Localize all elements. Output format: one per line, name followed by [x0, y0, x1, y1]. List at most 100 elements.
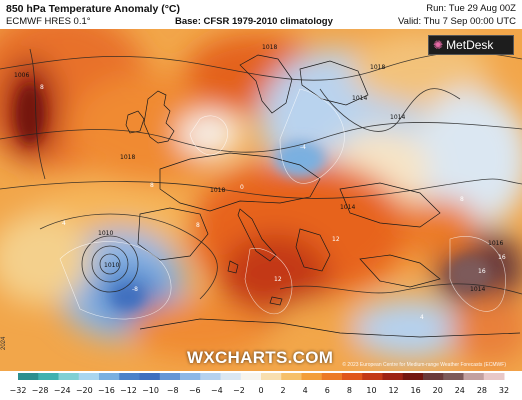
legend-tick-label: 0 — [258, 386, 263, 395]
isobar-label: 1010 — [98, 230, 113, 237]
legend-tick-label: −2 — [233, 386, 245, 395]
contour-label: 8 — [196, 222, 200, 229]
contour-label: -4 — [300, 144, 306, 151]
legend-swatch — [38, 373, 59, 380]
legend-swatch — [443, 373, 464, 380]
metdesk-pinwheel-icon: ✺ — [433, 38, 444, 52]
legend-tick-label: 8 — [347, 386, 352, 395]
legend-tick-label: 12 — [388, 386, 398, 395]
legend-tick-label: −24 — [54, 386, 71, 395]
legend-tick-label: −4 — [211, 386, 223, 395]
legend-swatch — [483, 373, 505, 380]
sicily-outline — [269, 296, 283, 306]
contour-label: 0 — [240, 184, 244, 191]
legend-swatch — [58, 373, 80, 380]
coastlines — [125, 54, 521, 338]
legend-tick-label: 28 — [477, 386, 487, 395]
legend-tick-label: 16 — [411, 386, 421, 395]
isobar-label: 1018 — [370, 64, 385, 71]
metdesk-logo: ✺ MetDesk — [428, 35, 514, 55]
italy-outline — [237, 208, 277, 262]
legend-swatch — [402, 373, 424, 380]
north-africa-outline — [139, 318, 521, 338]
isobar-label: 1014 — [390, 114, 405, 121]
legend-tick-label: −28 — [32, 386, 49, 395]
central-europe-outline — [159, 152, 321, 212]
isobar-label: 1018 — [262, 44, 277, 51]
anomaly-contour — [449, 236, 506, 312]
isobar-label: 1016 — [488, 240, 503, 247]
legend-tick-label: 10 — [366, 386, 376, 395]
legend-swatch — [200, 373, 221, 380]
anatolia-outline — [359, 254, 441, 288]
isobar-label: 1014 — [340, 204, 355, 211]
contour-label: 12 — [274, 276, 282, 283]
color-legend: −32 −28 −24 −20 −16 −12 −10 −8 −6 −4 −2 0 2 4 6 8 10 12 16… — [10, 373, 509, 395]
legend-swatch — [180, 373, 201, 380]
metdesk-logo-text: MetDesk — [446, 38, 494, 52]
legend-tick-label: 32 — [499, 386, 509, 395]
balkans-outline — [295, 228, 331, 272]
legend-tick-label: −12 — [120, 386, 137, 395]
legend-swatch — [119, 373, 140, 380]
isobar-label: 1014 — [352, 95, 367, 102]
low-pressure-ring — [81, 235, 139, 293]
legend-tick-label: −8 — [167, 386, 179, 395]
legend-tick-label: −10 — [142, 386, 159, 395]
isobar-labels: 1018 1018 1018 1010 1010 1006 1014 1014 … — [14, 44, 503, 293]
legend-swatch — [139, 373, 161, 380]
legend-swatch — [240, 373, 262, 380]
contour-label: 16 — [478, 268, 486, 275]
legend-tick-label: −32 — [10, 386, 27, 395]
side-label: 2024 — [1, 336, 7, 350]
isobar-label: 1010 — [104, 262, 119, 269]
contour-label: 8 — [40, 84, 44, 91]
anomaly-contour — [189, 115, 228, 156]
legend-swatch — [99, 373, 120, 380]
isobar — [29, 48, 46, 180]
anomaly-contour — [59, 241, 172, 320]
anomaly-detail — [16, 84, 492, 309]
contour-label: 12 — [332, 236, 340, 243]
legend-swatch — [362, 373, 383, 380]
legend-tick-label: −20 — [76, 386, 93, 395]
isobar — [0, 122, 522, 153]
chart-title: 850 hPa Temperature Anomaly (°C) — [6, 3, 180, 15]
contour-label: -8 — [132, 286, 138, 293]
anomaly-field — [0, 29, 522, 364]
anomaly-contour-labels: 8 8 8 4 0 -4 -8 16 12 16 12 8 4 — [40, 84, 506, 321]
isobar — [39, 213, 218, 300]
legend-swatch — [159, 373, 181, 380]
finland-outline — [299, 60, 369, 106]
contour-label: 8 — [460, 196, 464, 203]
wxcharts-watermark: WXCHARTS.COM — [187, 348, 334, 367]
isobar-label: 1018 — [120, 154, 135, 161]
legend-swatch — [261, 373, 282, 380]
isobar — [279, 283, 522, 295]
low-pressure-ring — [99, 253, 121, 275]
legend-tick-label: 6 — [325, 386, 330, 395]
black-sea-outline — [339, 182, 441, 228]
legend-tick-label: 24 — [455, 386, 465, 395]
legend-swatch — [220, 373, 242, 380]
isobar-label: 1006 — [14, 72, 29, 79]
model-label: ECMWF HRES 0.1° — [6, 16, 91, 27]
legend-swatch — [321, 373, 343, 380]
legend-swatch — [342, 373, 363, 380]
isobar-label: 1014 — [470, 286, 485, 293]
iberia-outline — [137, 207, 209, 261]
sardinia-outline — [227, 260, 239, 274]
legend-swatch — [382, 373, 404, 380]
legend-swatch — [301, 373, 323, 380]
ireland-outline — [125, 110, 145, 134]
isobar-label: 1018 — [210, 187, 225, 194]
legend-tick-label: 4 — [303, 386, 308, 395]
climatology-base-label: Base: CFSR 1979-2010 climatology — [175, 16, 333, 27]
legend-swatch — [281, 373, 302, 380]
contour-label: 16 — [498, 254, 506, 261]
contour-label: 8 — [150, 182, 154, 189]
legend-swatch — [18, 373, 39, 380]
scandinavia-outline — [239, 54, 293, 114]
contour-label: 4 — [420, 314, 424, 321]
anomaly-map: 1018 1018 1018 1010 1010 1006 1014 1014 … — [0, 29, 522, 371]
